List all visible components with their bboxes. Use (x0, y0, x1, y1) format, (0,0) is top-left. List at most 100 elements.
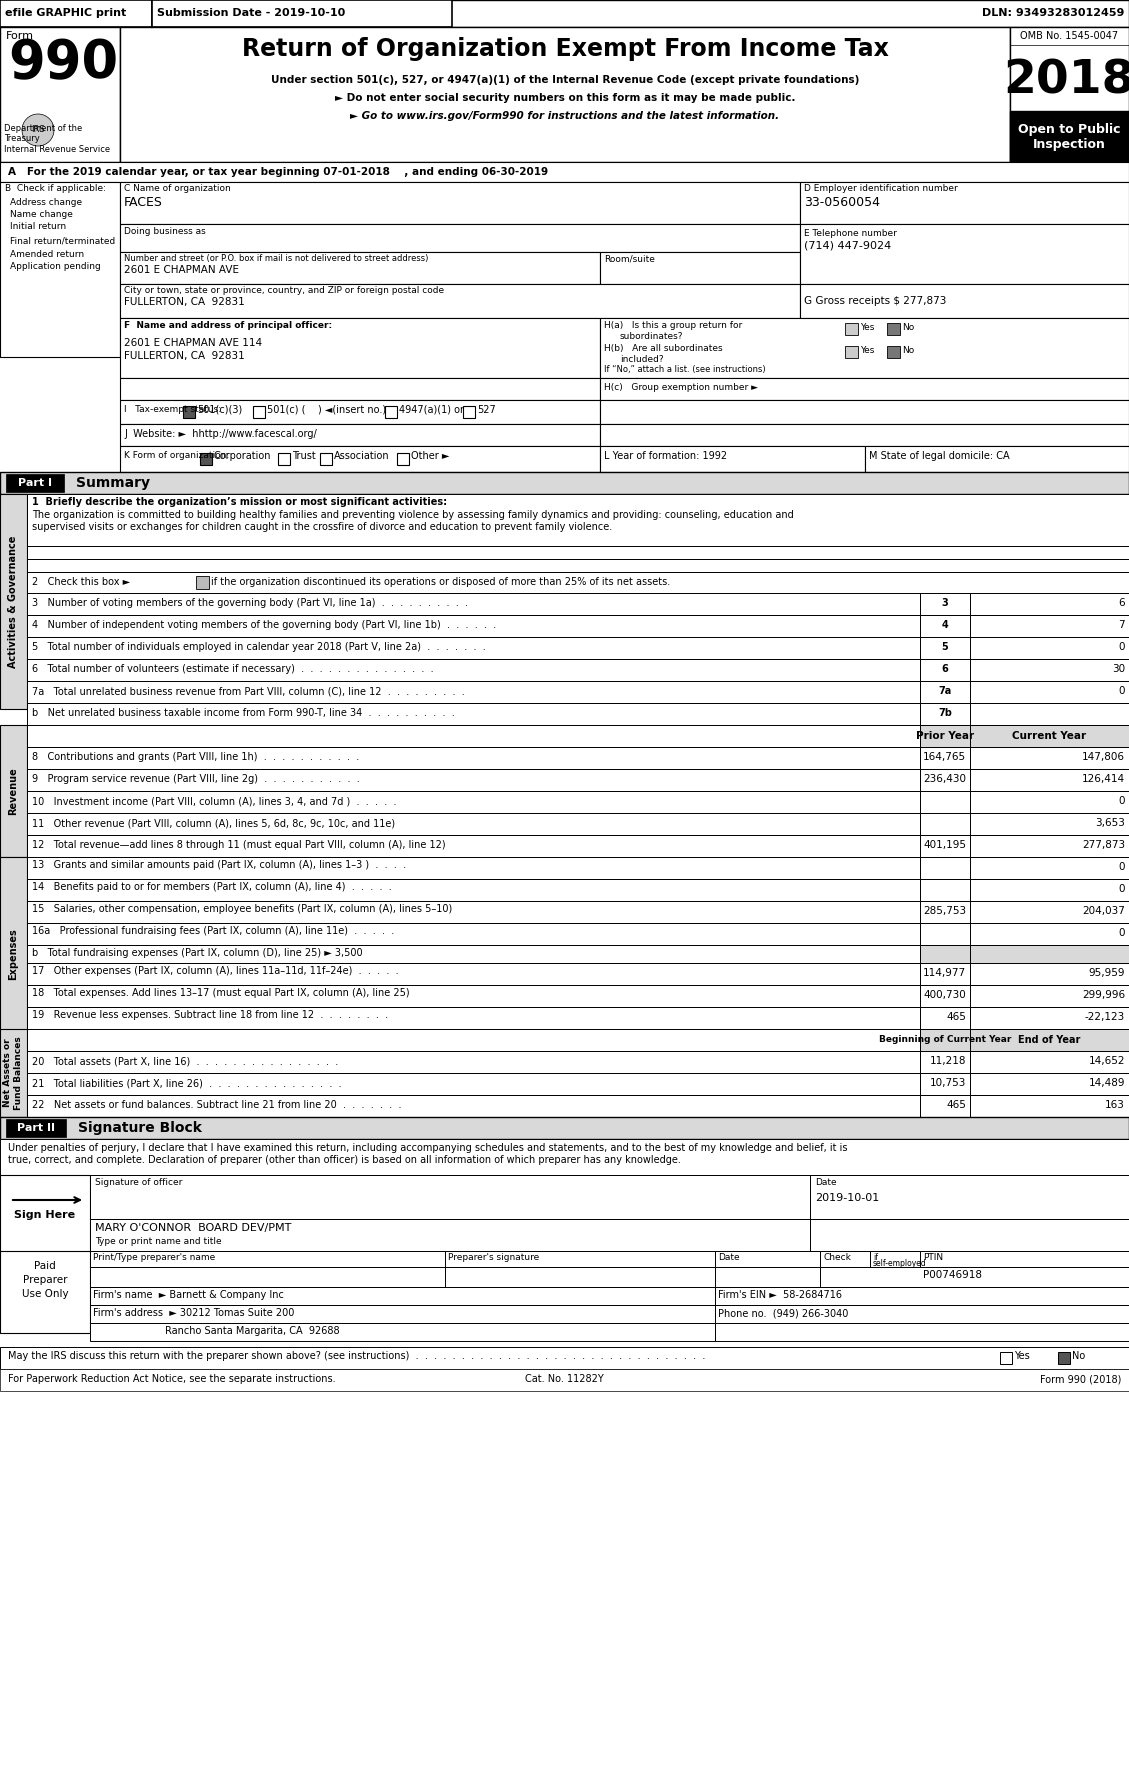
Text: Summary: Summary (76, 477, 150, 489)
Text: FULLERTON, CA  92831: FULLERTON, CA 92831 (124, 297, 245, 307)
Bar (120, 26, 1010, 162)
Text: 7: 7 (1119, 620, 1124, 630)
Bar (920, 985, 970, 1007)
Text: F  Name and address of principal officer:: F Name and address of principal officer: (124, 321, 332, 330)
Text: C Name of organization: C Name of organization (124, 184, 230, 192)
Bar (970, 726, 1129, 747)
Bar (27, 560, 1129, 572)
Text: Paid: Paid (34, 1261, 55, 1272)
Text: 990: 990 (8, 37, 119, 88)
Text: 5   Total number of individuals employed in calendar year 2018 (Part V, line 2a): 5 Total number of individuals employed i… (32, 643, 485, 652)
Bar (865, 447, 1129, 472)
Bar (0, 1369, 1129, 1392)
Bar (920, 1095, 970, 1118)
Text: 401,195: 401,195 (924, 841, 966, 849)
Bar (920, 682, 970, 703)
Bar (844, 323, 858, 336)
Text: If “No,” attach a list. (see instructions): If “No,” attach a list. (see instruction… (604, 366, 765, 374)
Bar (27, 703, 920, 726)
Text: Type or print name and title: Type or print name and title (95, 1236, 221, 1247)
Text: 299,996: 299,996 (1082, 991, 1124, 1000)
Text: 2019-10-01: 2019-10-01 (815, 1194, 879, 1203)
Text: 7a: 7a (938, 685, 952, 696)
Bar (599, 318, 1129, 378)
Text: Activities & Governance: Activities & Governance (8, 535, 18, 668)
Text: Phone no.  (949) 266-3040: Phone no. (949) 266-3040 (718, 1309, 848, 1317)
Bar (27, 945, 920, 962)
Bar (27, 1074, 920, 1095)
Bar (970, 1074, 1129, 1095)
Text: 13   Grants and similar amounts paid (Part IX, column (A), lines 1–3 )  .  .  . : 13 Grants and similar amounts paid (Part… (32, 860, 406, 871)
Text: 2601 E CHAPMAN AVE: 2601 E CHAPMAN AVE (124, 265, 239, 275)
Bar (844, 346, 858, 358)
Text: 2601 E CHAPMAN AVE 114: 2601 E CHAPMAN AVE 114 (124, 337, 262, 348)
Bar (90, 1219, 809, 1250)
Text: Expenses: Expenses (8, 929, 18, 980)
Bar (120, 182, 800, 224)
Bar (27, 1030, 920, 1051)
Text: Open to Public
Inspection: Open to Public Inspection (1017, 124, 1120, 152)
Text: Use Only: Use Only (21, 1289, 69, 1300)
Bar (0, 1139, 1129, 1174)
Bar (120, 447, 599, 472)
Text: 18   Total expenses. Add lines 13–17 (must equal Part IX, column (A), line 25): 18 Total expenses. Add lines 13–17 (must… (32, 987, 410, 998)
Bar (970, 945, 1129, 962)
Bar (27, 615, 920, 638)
Bar (90, 1305, 715, 1323)
Bar (715, 1323, 1129, 1340)
Text: Preparer: Preparer (23, 1275, 68, 1286)
Text: Under penalties of perjury, I declare that I have examined this return, includin: Under penalties of perjury, I declare th… (8, 1143, 848, 1153)
Text: No: No (902, 323, 914, 332)
Text: Corporation: Corporation (215, 450, 271, 461)
Text: true, correct, and complete. Declaration of preparer (other than officer) is bas: true, correct, and complete. Declaration… (8, 1155, 681, 1166)
Text: H(b)   Are all subordinates: H(b) Are all subordinates (604, 344, 723, 353)
Bar (920, 726, 970, 747)
Bar (0, 162, 1129, 182)
Bar (0, 182, 120, 357)
Bar (183, 406, 195, 419)
Bar (90, 1250, 445, 1266)
Bar (970, 1051, 1129, 1074)
Bar (120, 284, 800, 318)
Text: 0: 0 (1119, 885, 1124, 894)
Bar (120, 224, 800, 253)
Bar (920, 962, 970, 985)
Bar (27, 546, 1129, 560)
Text: IRS: IRS (32, 125, 45, 134)
Text: 11   Other revenue (Part VIII, column (A), lines 5, 6d, 8c, 9c, 10c, and 11e): 11 Other revenue (Part VIII, column (A),… (32, 818, 395, 828)
Text: 204,037: 204,037 (1082, 906, 1124, 917)
Text: 147,806: 147,806 (1082, 752, 1124, 761)
Bar (715, 1250, 820, 1266)
Bar (120, 424, 599, 447)
Bar (970, 768, 1129, 791)
Bar (970, 901, 1129, 924)
Bar (27, 768, 920, 791)
Text: 465: 465 (946, 1100, 966, 1111)
Text: 5: 5 (942, 643, 948, 652)
Text: Yes: Yes (860, 346, 874, 355)
Bar (970, 682, 1129, 703)
Text: 20   Total assets (Part X, line 16)  .  .  .  .  .  .  .  .  .  .  .  .  .  .  .: 20 Total assets (Part X, line 16) . . . … (32, 1056, 339, 1067)
Text: B  Check if applicable:: B Check if applicable: (5, 184, 106, 192)
Bar (0, 1030, 27, 1118)
Text: 285,753: 285,753 (922, 906, 966, 917)
Text: 10   Investment income (Part VIII, column (A), lines 3, 4, and 7d )  .  .  .  . : 10 Investment income (Part VIII, column … (32, 796, 396, 805)
Bar (920, 638, 970, 659)
Bar (0, 494, 27, 708)
Text: 21   Total liabilities (Part X, line 26)  .  .  .  .  .  .  .  .  .  .  .  .  . : 21 Total liabilities (Part X, line 26) .… (32, 1077, 342, 1088)
Bar (27, 962, 920, 985)
Bar (887, 323, 900, 336)
Bar (920, 1007, 970, 1030)
Bar (920, 1051, 970, 1074)
Text: Trust: Trust (292, 450, 316, 461)
Text: E Telephone number: E Telephone number (804, 230, 896, 238)
Bar (0, 1118, 1129, 1139)
Bar (385, 406, 397, 419)
Text: 14   Benefits paid to or for members (Part IX, column (A), line 4)  .  .  .  .  : 14 Benefits paid to or for members (Part… (32, 881, 392, 892)
Bar (920, 593, 970, 615)
Text: 95,959: 95,959 (1088, 968, 1124, 978)
Bar (920, 835, 970, 857)
Text: Cat. No. 11282Y: Cat. No. 11282Y (525, 1374, 603, 1385)
Bar (970, 791, 1129, 812)
Bar (920, 659, 970, 682)
